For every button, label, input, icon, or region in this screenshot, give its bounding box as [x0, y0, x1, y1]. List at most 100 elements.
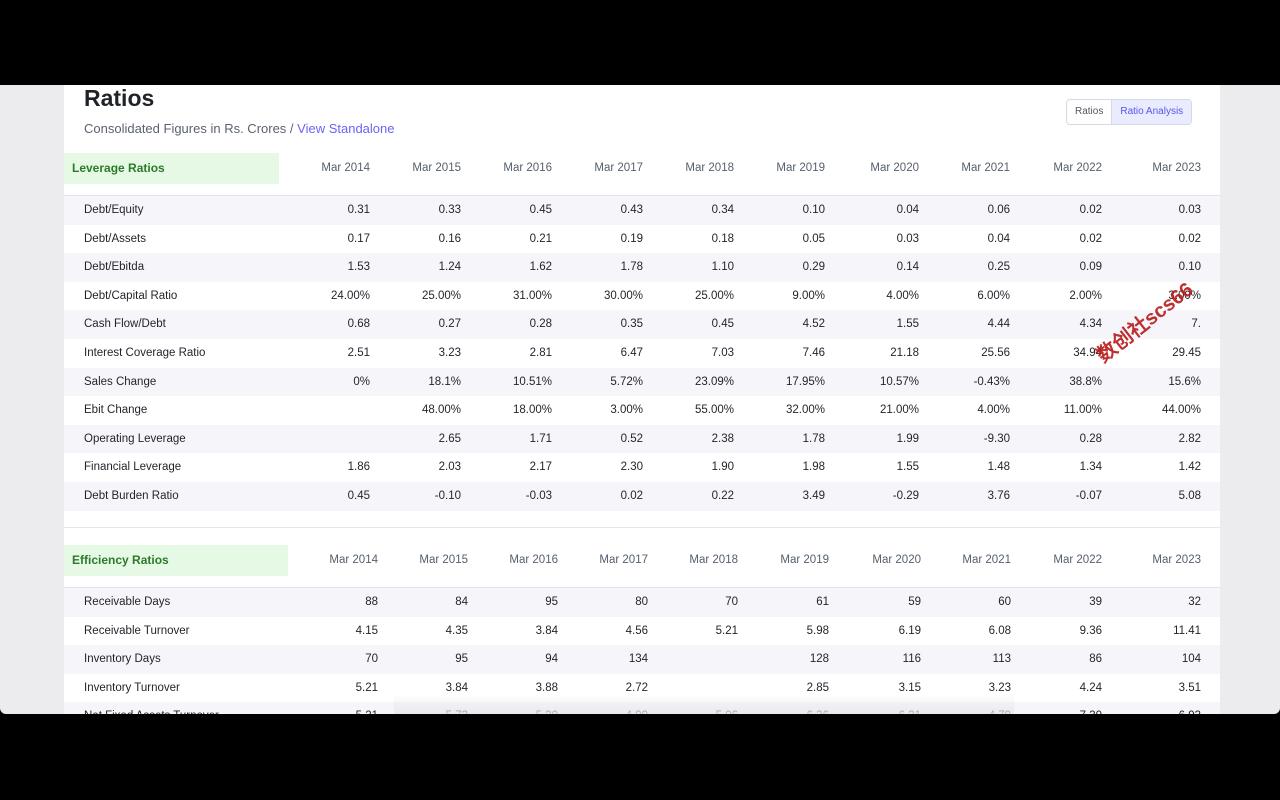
row-label: Ebit Change — [84, 404, 148, 417]
table-cell: 10.51% — [512, 375, 552, 388]
table-cell: 70 — [365, 653, 378, 666]
column-header: Mar 2014 — [321, 162, 370, 174]
row-label: Receivable Days — [84, 596, 171, 608]
table-cell: 1.42 — [1178, 461, 1201, 474]
table-cell: 2.30 — [620, 461, 643, 474]
column-header: Mar 2020 — [870, 162, 919, 174]
table-cell: 29.45 — [1172, 346, 1201, 359]
table-cell: 4.00% — [886, 289, 919, 302]
table-cell: -0.10 — [434, 489, 461, 502]
tab-ratio-analysis[interactable]: Ratio Analysis — [1111, 100, 1192, 124]
section-title: Leverage Ratios — [64, 153, 279, 184]
section-divider — [64, 527, 1220, 528]
column-header: Mar 2015 — [412, 162, 461, 174]
table-cell: 9.00% — [792, 289, 825, 302]
table-cell: 25.56 — [981, 346, 1010, 359]
table-row: Inventory Turnover 5.21 3.84 3.88 2.72 2.85 3.… — [64, 674, 1220, 703]
table-cell: 2.17 — [529, 461, 552, 474]
table-cell: 94 — [545, 653, 558, 666]
table-cell: 30.00% — [603, 289, 643, 302]
table-cell: 0.17 — [347, 232, 370, 245]
table-cell: 21.00% — [879, 404, 919, 417]
table-cell: 55.00% — [694, 404, 734, 417]
table-cell: 0.35 — [620, 318, 643, 331]
table-cell: 18.1% — [428, 375, 461, 388]
table-cell: 7.46 — [802, 346, 825, 359]
table-cell: 0.04 — [987, 232, 1010, 245]
row-label: Debt/Equity — [84, 204, 144, 216]
table-cell: -0.29 — [892, 489, 919, 502]
table-cell: 23.09% — [694, 375, 734, 388]
table-row: Receivable Days 88 84 95 80 70 61 59 60 39 32 — [64, 588, 1220, 617]
table-cell: 3.23 — [438, 346, 461, 359]
view-standalone-link[interactable]: View Standalone — [297, 121, 395, 136]
table-cell: 0.27 — [438, 318, 461, 331]
column-header: Mar 2016 — [509, 554, 558, 566]
table-cell: 25.00% — [421, 289, 461, 302]
table-cell: 2.85 — [806, 681, 829, 694]
subtitle-text: Consolidated Figures in Rs. Crores / — [84, 121, 298, 136]
table-cell: 1.86 — [347, 461, 370, 474]
table-cell: 1.48 — [987, 461, 1010, 474]
table-cell: -0.43% — [973, 375, 1010, 388]
table-cell: 113 — [992, 653, 1011, 666]
table-cell: 6.19 — [898, 624, 921, 637]
table-cell: 5.73 — [388, 702, 468, 714]
table-cell: 5.06 — [658, 702, 738, 714]
table-row: Operating Leverage 2.65 1.71 0.52 2.38 1.78 1.… — [64, 424, 1220, 454]
row-label: Debt/Capital Ratio — [84, 289, 178, 302]
table-cell: 11.41 — [1173, 624, 1201, 637]
table-header: Leverage Ratios Mar 2014 Mar 2015 Mar 2016 M… — [64, 153, 1220, 196]
table-cell: 1.90 — [711, 461, 734, 474]
table-cell: 31.00% — [512, 289, 552, 302]
table-cell: 6.93 — [1121, 702, 1201, 714]
table-cell: 80 — [635, 596, 648, 608]
table-cell: 0.28 — [1079, 432, 1102, 445]
row-label: Debt Burden Ratio — [84, 489, 179, 502]
tab-ratios[interactable]: Ratios — [1075, 106, 1104, 117]
table-cell: 5.21 — [715, 624, 738, 637]
table-cell: 1.34 — [1079, 461, 1102, 474]
table-cell: 61 — [816, 596, 829, 608]
table-cell: 3.76 — [987, 489, 1010, 502]
table-cell: 0.02 — [1079, 232, 1102, 245]
view-toggle: Ratios Ratio Analysis — [1066, 99, 1193, 125]
table-cell: 34.94 — [1073, 346, 1102, 359]
table-cell: 84 — [455, 596, 468, 608]
row-label: Receivable Turnover — [84, 624, 190, 637]
column-header: Mar 2017 — [599, 554, 648, 566]
table-cell: 6.47 — [620, 346, 643, 359]
table-cell: 1.24 — [438, 261, 461, 274]
table-cell: 0.14 — [896, 261, 919, 274]
table-cell: 5.72% — [610, 375, 643, 388]
table-cell: 0% — [353, 375, 370, 388]
browser-viewport: Ratios Consolidated Figures in Rs. Crore… — [0, 85, 1280, 714]
table-cell: 0.33 — [438, 204, 461, 216]
table-cell: 18.00% — [512, 404, 552, 417]
column-header: Mar 2016 — [503, 162, 552, 174]
row-label: Cash Flow/Debt — [84, 318, 166, 331]
column-header: Mar 2022 — [1053, 162, 1102, 174]
column-header: Mar 2020 — [872, 554, 921, 566]
table-cell: 0.09 — [1079, 261, 1102, 274]
table-cell: -0.07 — [1075, 489, 1102, 502]
table-cell: 0.68 — [347, 318, 370, 331]
table-cell: 6.31 — [841, 702, 921, 714]
table-cell: 7.30 — [1022, 702, 1102, 714]
table-cell: 4.44 — [987, 318, 1010, 331]
table-cell: 44.00% — [1161, 404, 1201, 417]
table-cell: 0.02 — [620, 489, 643, 502]
table-cell: 70 — [725, 596, 738, 608]
table-row: Debt/Ebitda 1.53 1.24 1.62 1.78 1.10 0.29 0.14 0… — [64, 253, 1220, 282]
table-cell: 86 — [1089, 653, 1102, 666]
table-row: Ebit Change 48.00% 18.00% 3.00% 55.00% 32.00%… — [64, 396, 1220, 425]
table-cell: 1.10 — [711, 261, 734, 274]
table-cell: 4.34 — [1079, 318, 1102, 331]
table-cell: 7. — [1191, 318, 1201, 331]
table-cell: 2.03 — [438, 461, 461, 474]
table-cell: 1.53 — [347, 261, 370, 274]
table-cell: 32.00% — [785, 404, 825, 417]
table-row: Debt/Equity 0.31 0.33 0.45 0.43 0.34 0.10 0.04 0… — [64, 196, 1220, 225]
table-cell: 5.08 — [1178, 489, 1201, 502]
row-label: Net Fixed Assets Turnover — [84, 702, 219, 714]
